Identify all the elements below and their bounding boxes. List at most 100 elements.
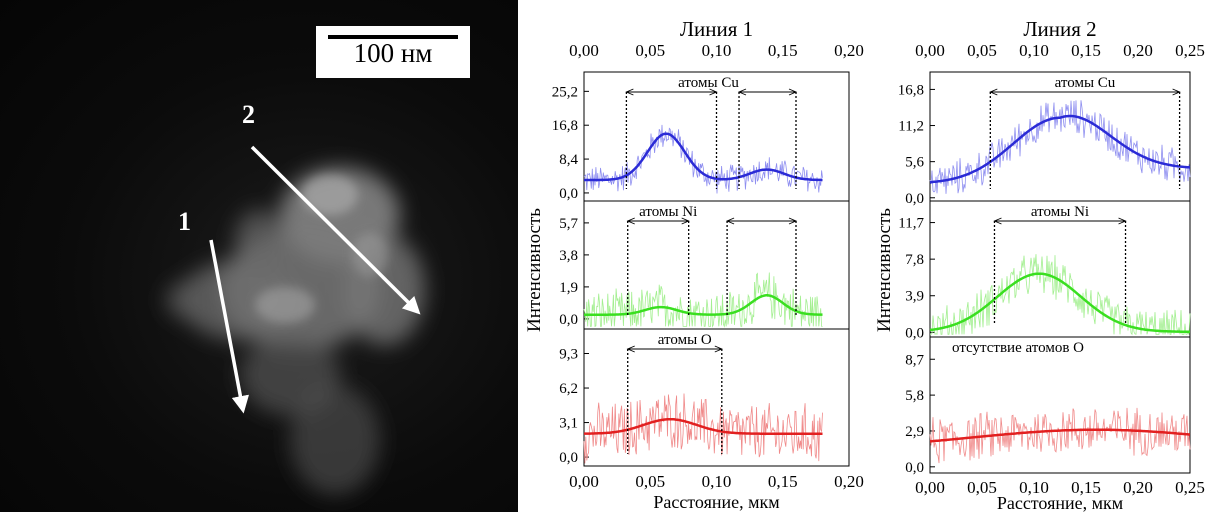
y-tick-label: 0,0 [559,312,578,328]
y-tick-label: 3,1 [559,416,578,432]
x-tick-label-top: 0,05 [635,41,665,60]
particle-highlights [255,175,388,323]
x-tick-label: 0,05 [635,472,665,491]
x-tick-label-top: 0,20 [834,41,864,60]
y-tick-label: 1,9 [559,280,578,296]
panel-2: 0,0 1,9 3,8 5,7 атомы Ni [559,200,850,330]
panel-1: 0,0 8,4 16,8 25,2 атомы Cu [552,71,850,202]
line-label-2: 2 [242,100,255,129]
x-tick-label: 0,25 [1175,478,1205,497]
x-tick-label: 0,10 [702,472,732,491]
x-tick-label: 0,15 [1071,478,1101,497]
x-tick-label: 0,20 [1123,478,1153,497]
panel-frame [583,328,850,467]
range-bracket [725,217,798,317]
raw-signal-line [583,272,823,328]
chart-title: Линия 1 [680,17,753,41]
chart-2: Линия 2 0,00 0,00 0,05 0,05 0,10 0,10 0,15 0,15 0… [874,17,1205,512]
y-tick-label: 2,9 [905,424,924,440]
range-bracket [625,88,718,189]
y-axis-label: Интенсивность [874,208,895,332]
y-tick-label: 5,6 [905,155,924,171]
fit-curve [584,417,823,435]
y-tick-label: 0,0 [559,450,578,466]
y-tick-label: 8,7 [905,352,924,368]
x-tick-label-top: 0,05 [967,41,997,60]
x-tick-label-top: 0,25 [1175,41,1205,60]
y-tick-label: 3,9 [905,289,924,305]
range-bracket [989,88,1181,189]
panel-annotation: отсутствие атомов О [952,340,1084,356]
chart-title: Линия 2 [1023,17,1096,41]
x-tick-label: 0,20 [834,472,864,491]
x-tick-label-top: 0,00 [915,41,945,60]
chart-1: Линия 1 0,00 0,00 0,05 0,05 0,10 0,10 0,15 0,15 0… [524,17,864,512]
panel-1: 0,0 5,6 11,2 16,8 атомы Cu [898,71,1191,207]
y-tick-label: 16,8 [552,118,578,134]
x-tick-label-top: 0,20 [1123,41,1153,60]
fit-curve [929,114,1191,184]
range-bracket [626,217,690,317]
y-tick-label: 0,0 [905,460,924,476]
x-tick-label-top: 0,10 [702,41,732,60]
x-axis-label: Расстояние, мкм [653,492,779,512]
panel-2: 0,0 3,9 7,8 11,7 атомы Ni [898,200,1191,341]
fit-curve [929,272,1190,334]
y-tick-label: 25,2 [552,84,578,100]
panel-3: 0,0 3,1 6,2 9,3 атомы О [559,328,850,467]
raw-signal-line [930,254,1191,336]
x-tick-label: 0,00 [915,478,945,497]
tem-micrograph: 100 нм 1 2 [0,0,518,512]
charts-canvas: Линия 1 0,00 0,00 0,05 0,05 0,10 0,10 0,15 0,15 0… [524,17,1205,512]
y-tick-label: 5,7 [559,216,578,232]
x-axis-label: Расстояние, мкм [997,493,1123,512]
panel-annotation: атомы О [658,332,712,348]
y-tick-label: 8,4 [559,152,578,168]
scan-line-2-arrow [250,145,421,315]
panel-annotation: атомы Ni [1031,204,1089,220]
y-tick-label: 7,8 [905,252,924,268]
raw-signal-line [929,407,1191,464]
particle-cluster [165,167,425,495]
y-tick-label: 16,8 [898,82,924,98]
panel-frame [929,71,1191,202]
panel-3: 0,0 2,9 5,8 8,7 отсутствие атомов О [905,336,1191,476]
scale-bar-box: 100 нм [316,26,470,78]
y-tick-label: 3,8 [559,248,578,264]
y-tick-label: 0,0 [905,191,924,207]
panel-annotation: атомы Cu [678,75,739,91]
fit-curve [584,132,823,182]
y-axis-label: Интенсивность [524,208,545,332]
y-tick-label: 11,2 [898,119,924,135]
x-tick-label: 0,15 [768,472,798,491]
raw-signal-line [583,393,823,464]
line-label-1: 1 [178,207,191,236]
y-tick-label: 11,7 [898,216,924,232]
micrograph-canvas [165,145,425,495]
y-tick-label: 0,0 [559,186,578,202]
raw-signal-line [583,124,823,194]
x-tick-label: 0,00 [569,472,599,491]
x-tick-label: 0,10 [1019,478,1049,497]
fit-curve [929,428,1191,443]
scale-bar-label: 100 нм [353,38,433,68]
scale-bar [328,35,458,39]
range-bracket [993,217,1127,325]
raw-signal-line [929,100,1191,194]
panel-annotation: атомы Ni [639,204,697,220]
x-tick-label-top: 0,00 [569,41,599,60]
scan-line-1-arrow [209,239,250,414]
y-tick-label: 0,0 [905,325,924,341]
y-tick-label: 5,8 [905,388,924,404]
x-tick-label-top: 0,10 [1019,41,1049,60]
y-tick-label: 9,3 [559,347,578,363]
panel-annotation: атомы Cu [1055,75,1116,91]
panel-frame [929,336,1191,474]
x-tick-label-top: 0,15 [768,41,798,60]
range-bracket [737,88,798,189]
range-bracket [626,345,723,454]
line-profile-charts: Линия 1 0,00 0,00 0,05 0,05 0,10 0,10 0,15 0,15 0… [518,0,1215,512]
fit-curve [584,294,823,316]
x-tick-label-top: 0,15 [1071,41,1101,60]
x-tick-label: 0,05 [967,478,997,497]
